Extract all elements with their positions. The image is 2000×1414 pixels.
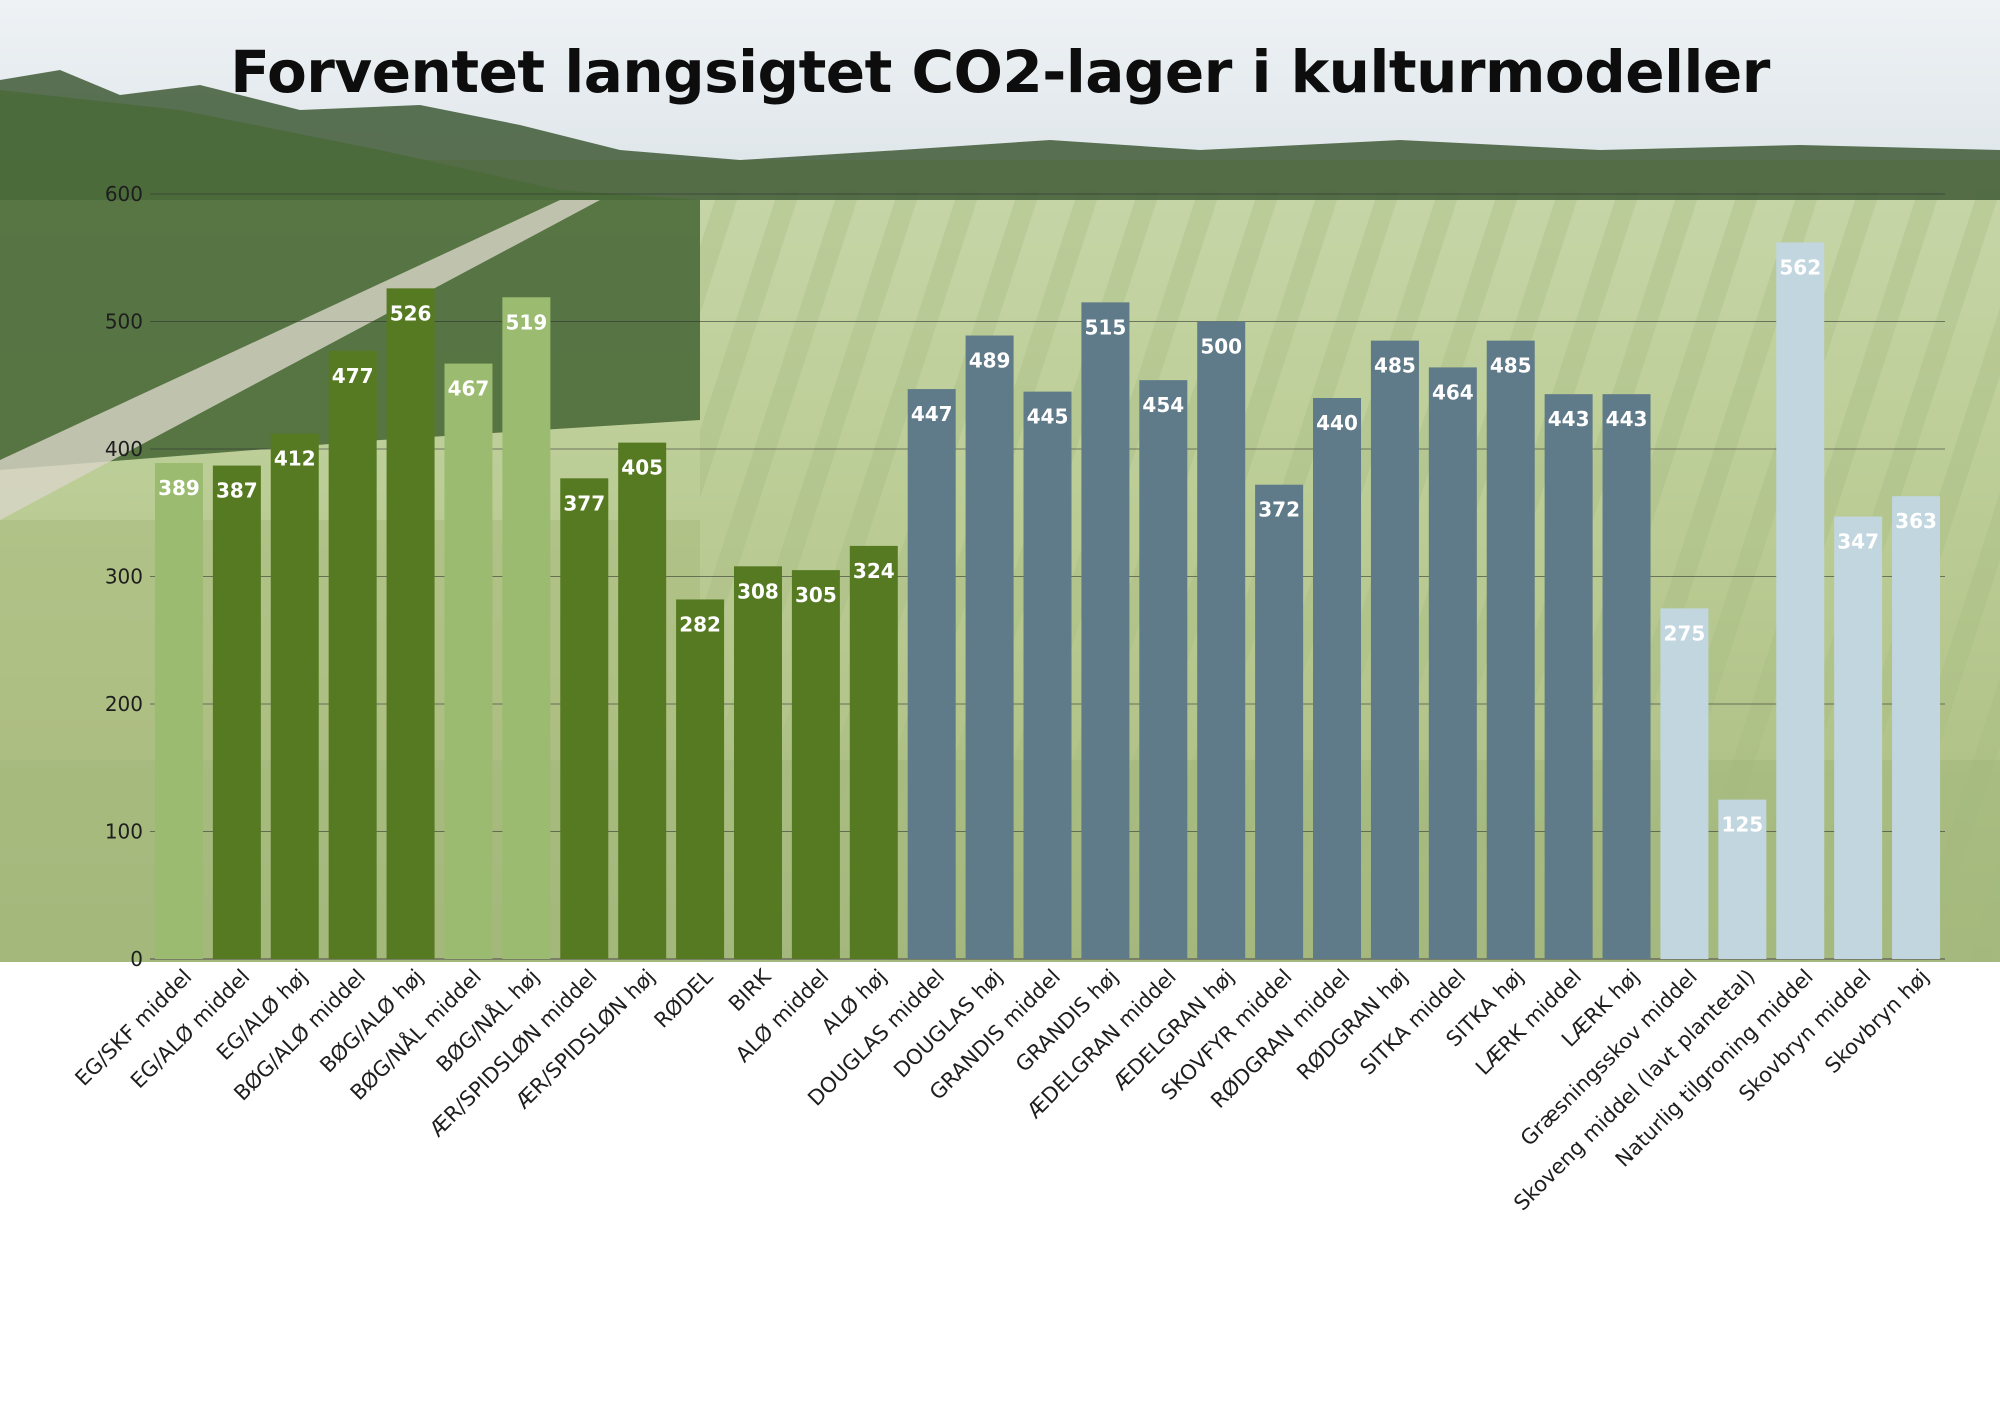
bar-value-label: 443: [1548, 407, 1590, 431]
bar-value-label: 363: [1895, 509, 1937, 533]
bar-value-label: 477: [332, 364, 374, 388]
bar: [618, 442, 667, 959]
y-tick-label: 600: [105, 182, 143, 206]
bar: [1139, 380, 1188, 959]
x-category-label: Skovbryn høj: [1820, 965, 1933, 1078]
bar: [1718, 799, 1767, 959]
bar-value-label: 377: [563, 491, 605, 515]
bar: [907, 389, 956, 959]
bar: [849, 545, 898, 959]
bar: [1544, 394, 1593, 959]
y-tick-label: 100: [105, 820, 143, 844]
bar: [791, 570, 840, 959]
bar-value-label: 440: [1316, 411, 1358, 435]
bar: [965, 335, 1014, 959]
bar: [328, 350, 377, 959]
bar-value-label: 485: [1374, 354, 1416, 378]
bar: [1023, 391, 1072, 959]
bar: [1197, 321, 1246, 959]
y-tick-label: 500: [105, 310, 143, 334]
bar-value-label: 500: [1200, 335, 1242, 359]
bar-value-label: 412: [274, 447, 316, 471]
bar: [212, 465, 261, 959]
bar: [1313, 398, 1362, 959]
bar-value-label: 445: [1027, 405, 1069, 429]
bar: [502, 297, 551, 959]
x-category-label: GRANDIS høj: [1011, 965, 1123, 1077]
bar-value-label: 347: [1837, 530, 1879, 554]
bar: [270, 433, 319, 959]
y-tick-label: 400: [105, 437, 143, 461]
bar-value-label: 305: [795, 583, 837, 607]
bar-value-label: 405: [621, 456, 663, 480]
bar-value-label: 485: [1490, 354, 1532, 378]
bar-value-label: 282: [679, 612, 721, 636]
y-tick-label: 0: [130, 947, 143, 971]
bar: [1602, 394, 1651, 959]
bar: [1834, 516, 1883, 959]
bar: [386, 288, 435, 960]
bar-value-label: 489: [969, 349, 1011, 373]
bar-value-label: 372: [1258, 498, 1300, 522]
y-axis-ticks: 0 100 200 300 400 500 600: [105, 182, 143, 971]
bar: [1776, 242, 1825, 959]
bar-value-label: 389: [158, 476, 200, 500]
bar-value-label: 562: [1779, 255, 1821, 279]
bar-value-label: 526: [390, 301, 432, 325]
bar-value-label: 454: [1142, 393, 1184, 417]
bar-value-label: 387: [216, 479, 258, 503]
bars: 389 387 412 477 526 467 519 377 405 282 308 305 324 4…: [154, 242, 1941, 960]
bar: [1255, 484, 1304, 959]
y-tick-label: 200: [105, 692, 143, 716]
x-category-label: RØDEL: [650, 964, 718, 1032]
bar-value-label: 125: [1721, 813, 1763, 837]
bar: [1660, 608, 1709, 959]
bar-value-label: 324: [853, 559, 895, 583]
bar: [154, 463, 203, 959]
bar: [1486, 340, 1535, 959]
x-category-label: BIRK: [724, 964, 776, 1016]
chart-title: Forventet langsigtet CO2-lager i kulturm…: [230, 38, 1770, 106]
bar: [733, 566, 782, 959]
bar-value-label: 308: [737, 579, 779, 603]
bar-value-label: 519: [505, 310, 547, 334]
bar-value-label: 275: [1664, 621, 1706, 645]
bar-value-label: 515: [1085, 315, 1127, 339]
bar-value-label: 464: [1432, 380, 1474, 404]
bar-value-label: 467: [448, 377, 490, 401]
bar-value-label: 447: [911, 402, 953, 426]
bar: [560, 478, 609, 959]
bar: [1428, 367, 1477, 959]
bar: [1081, 302, 1130, 959]
bar: [676, 599, 725, 959]
y-tick-label: 300: [105, 565, 143, 589]
bar: [1892, 496, 1941, 959]
bar: [444, 363, 493, 959]
x-category-label: BØG/ALØ høj: [315, 965, 428, 1078]
bar-value-label: 443: [1606, 407, 1648, 431]
bar: [1370, 340, 1419, 959]
